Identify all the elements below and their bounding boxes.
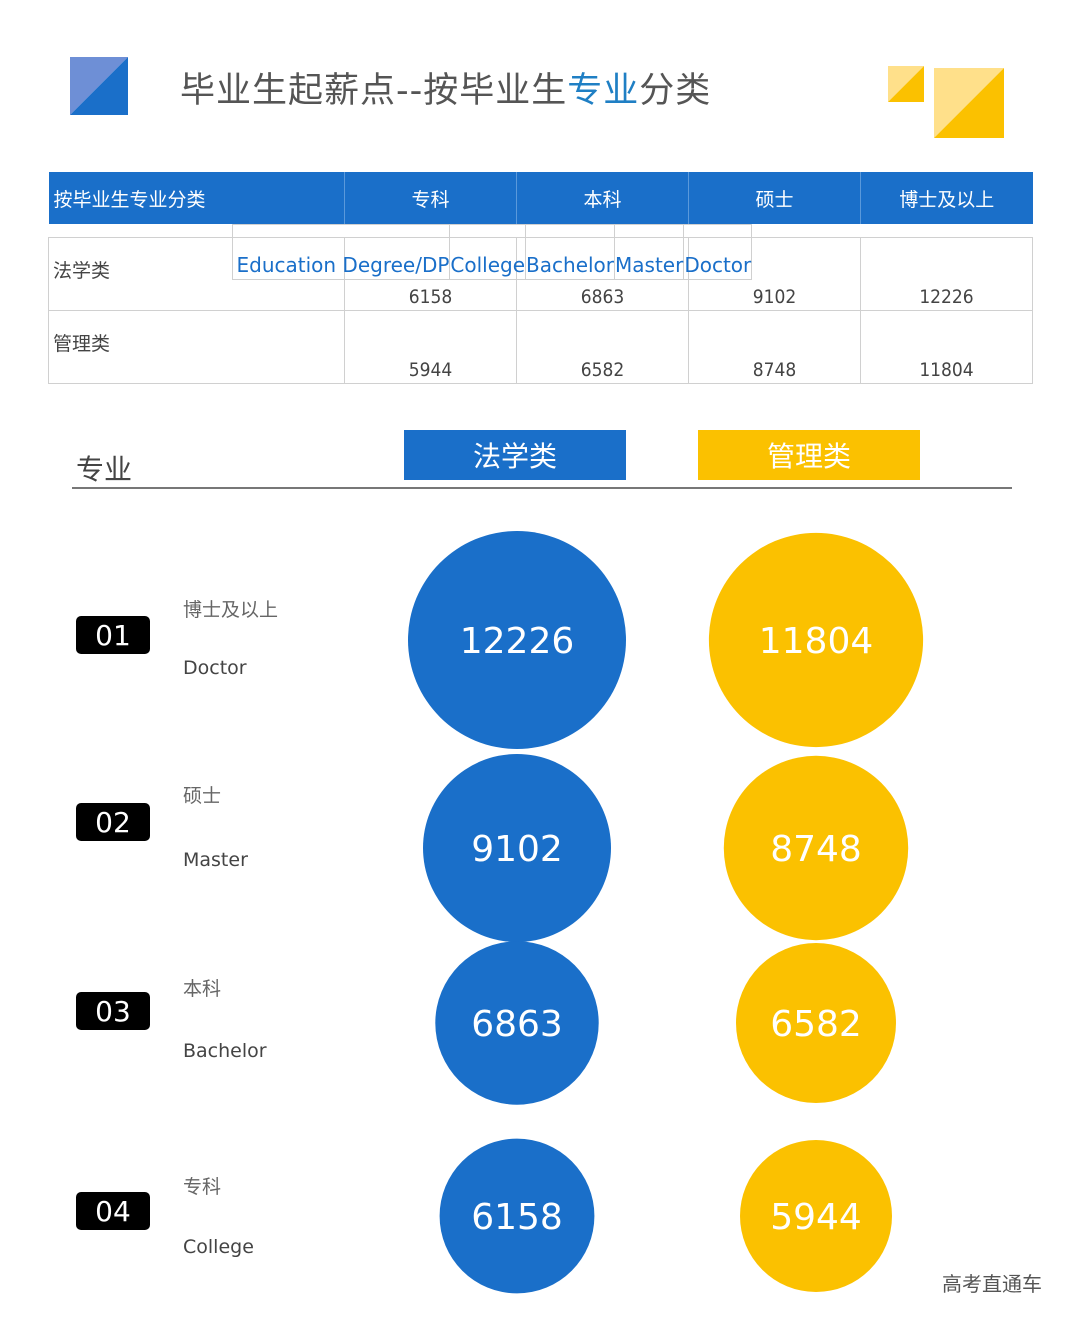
degree-cn-label: 博士及以上 — [183, 599, 279, 621]
table-header-cell: 本科 — [516, 172, 689, 224]
degree-cn-label: 本科 — [183, 978, 222, 1000]
blue-square-decoration — [70, 57, 128, 115]
bubble-mark — [408, 531, 626, 749]
bubble-value-label: 6863 — [471, 1004, 563, 1045]
table-header-row: 按毕业生专业分类 专科 本科 硕士 博士及以上 — [48, 172, 1033, 224]
page-title: 毕业生起薪点--按毕业生专业分类 — [180, 71, 712, 111]
bubble-value-label: 8748 — [770, 829, 862, 870]
bubble-mark — [708, 532, 924, 748]
degree-en-label: Master — [183, 849, 248, 871]
bubble-mark — [423, 754, 611, 942]
header-divider — [72, 487, 1012, 489]
bubble-value-label: 6582 — [770, 1004, 862, 1045]
bubble-mark — [736, 943, 896, 1103]
bubble-value-label: 5944 — [770, 1197, 862, 1238]
rank-badge: 04 — [76, 1192, 150, 1230]
table-header-cell: 硕士 — [688, 172, 861, 224]
table-header-cell: 按毕业生专业分类 — [48, 172, 345, 224]
table-cell: 6582 — [516, 310, 689, 384]
bubble-value-label: 11804 — [759, 621, 874, 662]
rank-badge: 02 — [76, 803, 150, 841]
bubble-mark — [435, 941, 599, 1105]
major-column-label: 专业 — [76, 453, 133, 486]
bubble-mark — [740, 1140, 892, 1292]
table-cell: 5944 — [344, 310, 517, 384]
rank-badge: 03 — [76, 992, 150, 1030]
degree-en-label: Bachelor — [183, 1040, 267, 1062]
rank-badge: 01 — [76, 616, 150, 654]
table-cell: College — [449, 224, 527, 280]
table-english-row: Education Degree/DP College Bachelor Mas… — [231, 224, 753, 280]
table-header-cell: 博士及以上 — [860, 172, 1033, 224]
salary-table: 按毕业生专业分类 专科 本科 硕士 博士及以上 Education Degree… — [48, 172, 1033, 384]
table-cell: 12226 — [860, 237, 1033, 311]
degree-cn-label: 硕士 — [183, 785, 222, 807]
bubble-mark — [439, 1138, 595, 1294]
bubble-value-label: 9102 — [471, 829, 563, 870]
table-cell: Doctor — [683, 224, 753, 280]
legend-law: 法学类 — [404, 430, 626, 480]
table-cell: Education Degree/DP — [231, 224, 451, 280]
table-row: 管理类 5944 6582 8748 11804 — [48, 310, 1033, 384]
table-cell: Master — [614, 224, 685, 280]
table-row-label: 管理类 — [48, 310, 345, 384]
watermark-text: 高考直通车 — [942, 1272, 1042, 1296]
bubble-value-label: 12226 — [460, 621, 575, 662]
yellow-squares-decoration — [888, 66, 1004, 138]
bubble-value-label: 6158 — [471, 1197, 563, 1238]
legend-management: 管理类 — [698, 430, 920, 480]
table-cell: 8748 — [688, 310, 861, 384]
table-header-cell: 专科 — [344, 172, 517, 224]
degree-cn-label: 专科 — [183, 1176, 222, 1198]
table-cell: Bachelor — [525, 224, 616, 280]
bubble-mark — [723, 755, 909, 941]
degree-en-label: College — [183, 1236, 254, 1258]
degree-en-label: Doctor — [183, 657, 247, 679]
table-cell: 11804 — [860, 310, 1033, 384]
